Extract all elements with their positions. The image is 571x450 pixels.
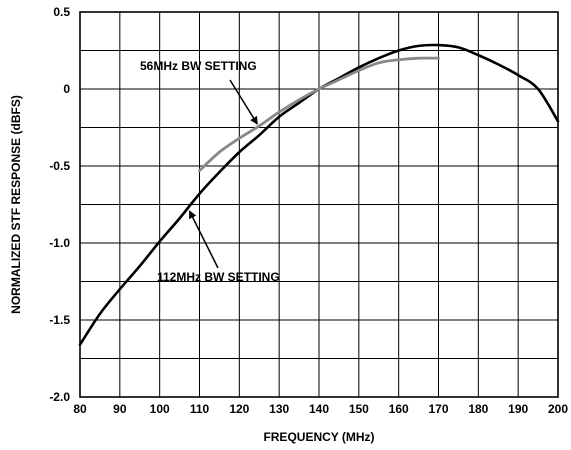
y-tick-label: 0 <box>63 82 70 96</box>
tick-labels: 80 90 100 110 120 130 140 150 160 170 180 190 200 0.5… <box>49 5 568 416</box>
x-tick-label: 190 <box>508 402 528 416</box>
x-tick-label: 150 <box>349 402 369 416</box>
x-tick-label: 80 <box>73 402 87 416</box>
series-layer <box>78 43 560 346</box>
x-tick-label: 130 <box>269 402 289 416</box>
x-tick-label: 140 <box>309 402 329 416</box>
x-tick-label: 200 <box>548 402 568 416</box>
x-tick-label: 100 <box>150 402 170 416</box>
y-tick-label: -0.5 <box>49 159 70 173</box>
x-tick-label: 170 <box>428 402 448 416</box>
x-tick-label: 90 <box>113 402 127 416</box>
x-tick-label: 110 <box>190 402 210 416</box>
annotation-112mhz-arrow <box>188 210 219 269</box>
series-line-56mhz <box>198 56 440 173</box>
annotation-112mhz-label: 112MHz BW SETTING <box>157 270 280 284</box>
x-tick-label: 120 <box>229 402 249 416</box>
annotations: 56MHz BW SETTING 112MHz BW SETTING <box>140 59 280 284</box>
y-tick-label: -2.0 <box>49 390 70 404</box>
plot-frame <box>79 11 559 398</box>
annotation-56mhz-label: 56MHz BW SETTING <box>140 59 257 73</box>
y-axis-label: NORMALIZED STF RESPONSE (dBFS) <box>9 95 23 314</box>
y-tick-label: -1.0 <box>49 236 70 250</box>
x-tick-label: 180 <box>468 402 488 416</box>
y-tick-label: -1.5 <box>49 313 70 327</box>
y-tick-label: 0.5 <box>53 5 70 19</box>
x-tick-label: 160 <box>389 402 409 416</box>
x-axis-label: FREQUENCY (MHz) <box>263 430 374 444</box>
annotation-56mhz-arrow <box>229 79 258 125</box>
